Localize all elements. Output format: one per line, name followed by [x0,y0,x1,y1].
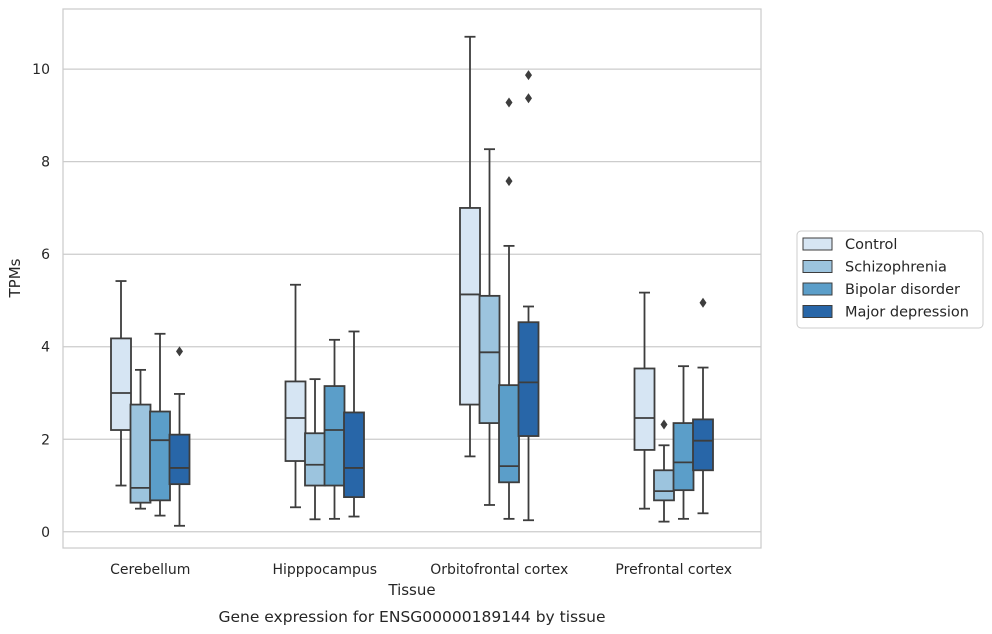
legend-item: Schizophrenia [802,260,947,276]
box-iqr [633,367,656,451]
box-plot-series [110,35,714,527]
y-axis-label: TPMs [6,258,24,298]
y-tick-label: 8 [41,155,50,171]
x-tick-label: Prefrontal cortex [615,562,732,578]
box-iqr [478,294,501,424]
chart-caption: Gene expression for ENSG00000189144 by t… [218,608,605,626]
legend-label: Schizophrenia [845,260,947,276]
outlier-point [505,176,513,187]
box-plot [304,378,326,521]
box-iqr [149,410,171,502]
x-tick-labels: Cerebellum Hipppocampus Orbitofrontal cort… [110,562,732,578]
legend-item: Control [802,237,897,253]
box-plot [498,97,520,520]
legend-swatch [802,237,833,251]
y-tick-label: 0 [41,525,50,541]
box-iqr [692,418,714,472]
box-iqr [459,207,481,406]
legend-frame [796,230,984,329]
plot-frame [62,8,762,549]
x-axis-label: Tissue [387,581,435,599]
x-tick-label: Hipppocampus [272,562,377,578]
box-plot [653,419,675,523]
series-schizophrenia [129,148,675,523]
outlier-point [660,419,668,430]
legend-label: Control [845,237,897,253]
box-plot [149,332,171,517]
box-iqr [168,433,191,486]
legend: Control Schizophrenia Bipolar disorder Majo… [796,230,984,329]
box-iqr [498,384,520,484]
series-bipolar-disorder [149,97,695,520]
y-tick-label: 10 [32,62,50,78]
legend-swatch [802,260,833,273]
y-tick-label: 2 [41,432,50,448]
series-control [110,35,656,510]
box-iqr [517,321,540,437]
legend-label: Major depression [845,305,969,321]
box-plot [692,297,714,515]
box-plot [343,330,365,518]
outlier-point [525,70,532,81]
box-plot [459,35,481,458]
series-major-depression [168,70,714,527]
box-plot [110,280,132,487]
box-plot [517,70,540,522]
box-iqr [672,422,695,492]
outlier-point [176,346,183,357]
box-plot [672,365,695,520]
outlier-point [505,97,513,108]
legend-label: Bipolar disorder [845,282,960,298]
legend-item: Major depression [802,305,969,321]
legend-item: Bipolar disorder [802,282,960,298]
y-tick-labels: 0 2 4 6 8 10 [32,62,50,541]
box-plot [284,283,307,509]
y-tick-label: 4 [41,340,50,356]
outlier-point [699,297,707,308]
y-tick-label: 6 [41,247,50,263]
box-iqr [323,385,346,487]
legend-swatch [802,305,833,318]
box-plot [323,338,346,520]
box-iqr [284,380,307,462]
box-plot [168,346,191,527]
x-tick-label: Cerebellum [110,562,190,578]
box-iqr [110,337,132,431]
legend-swatch [802,282,833,296]
outlier-point [525,93,532,104]
x-tick-label: Orbitofrontal cortex [430,562,568,578]
box-plot [129,368,152,510]
box-plot [633,291,656,510]
box-plot [478,148,501,506]
box-iqr [653,469,675,502]
box-iqr [343,411,365,499]
box-iqr [304,432,326,487]
